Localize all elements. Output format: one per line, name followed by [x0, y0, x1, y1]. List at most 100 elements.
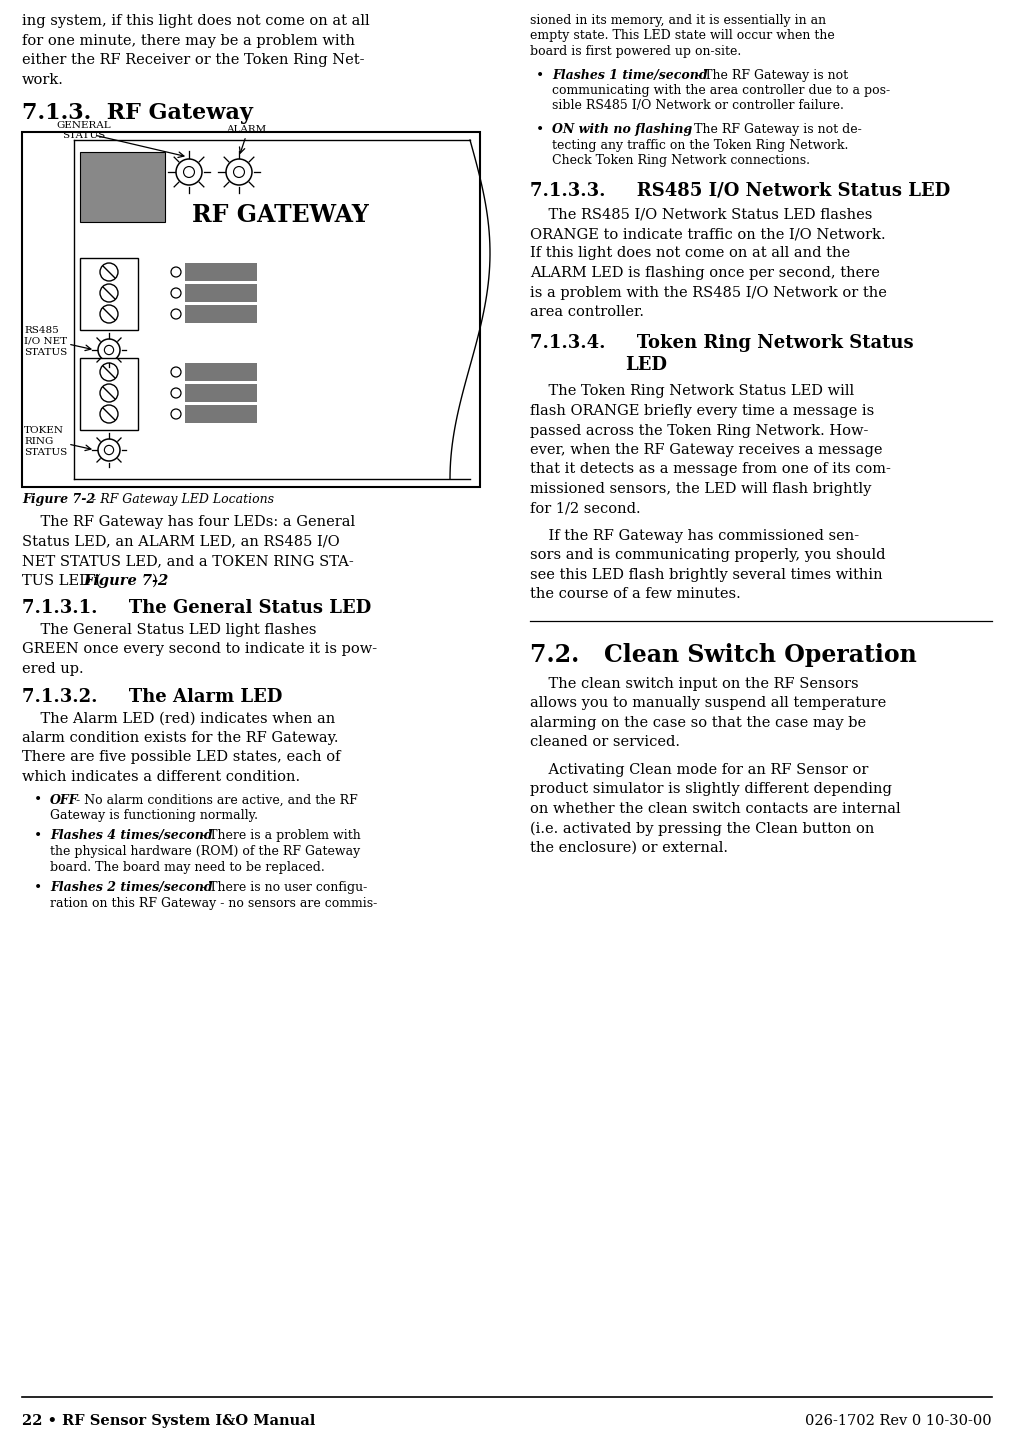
Text: If this light does not come on at all and the: If this light does not come on at all an… — [530, 247, 850, 261]
Text: passed across the Token Ring Network. How-: passed across the Token Ring Network. Ho… — [530, 424, 868, 437]
Text: STATUS: STATUS — [24, 448, 67, 457]
Text: OFF: OFF — [50, 793, 79, 806]
Bar — [185, 262, 257, 281]
Text: •: • — [34, 829, 43, 844]
Text: is a problem with the RS485 I/O Network or the: is a problem with the RS485 I/O Network … — [530, 286, 887, 300]
Text: sors and is communicating properly, you should: sors and is communicating properly, you … — [530, 548, 885, 562]
Text: for 1/2 second.: for 1/2 second. — [530, 502, 641, 515]
Bar — [22, 133, 480, 487]
Text: RF GATEWAY: RF GATEWAY — [192, 203, 368, 226]
Text: either the RF Receiver or the Token Ring Net-: either the RF Receiver or the Token Ring… — [22, 53, 364, 66]
Bar — [185, 284, 257, 301]
Text: ).: ). — [152, 574, 162, 587]
Text: •: • — [536, 69, 545, 82]
Text: which indicates a different condition.: which indicates a different condition. — [22, 770, 300, 784]
Text: Activating Clean mode for an RF Sensor or: Activating Clean mode for an RF Sensor o… — [530, 763, 868, 777]
Text: The RF Gateway has four LEDs: a General: The RF Gateway has four LEDs: a General — [22, 515, 355, 529]
Text: Flashes 1 time/second: Flashes 1 time/second — [552, 69, 708, 82]
Text: ALARM LED is flashing once per second, there: ALARM LED is flashing once per second, t… — [530, 265, 880, 280]
Text: The Alarm LED (red) indicates when an: The Alarm LED (red) indicates when an — [22, 711, 336, 725]
Text: GREEN once every second to indicate it is pow-: GREEN once every second to indicate it i… — [22, 643, 377, 656]
Text: - RF Gateway LED Locations: - RF Gateway LED Locations — [88, 493, 274, 506]
Text: The clean switch input on the RF Sensors: The clean switch input on the RF Sensors — [530, 676, 859, 691]
Text: ered up.: ered up. — [22, 662, 83, 676]
Text: 7.1.3.1.     The General Status LED: 7.1.3.1. The General Status LED — [22, 598, 371, 617]
Text: area controller.: area controller. — [530, 306, 644, 319]
Text: RS485: RS485 — [24, 326, 59, 335]
Text: The Token Ring Network Status LED will: The Token Ring Network Status LED will — [530, 385, 854, 398]
Text: - The RF Gateway is not: - The RF Gateway is not — [692, 69, 848, 82]
Text: board. The board may need to be replaced.: board. The board may need to be replaced… — [50, 861, 324, 874]
Text: see this LED flash brightly several times within: see this LED flash brightly several time… — [530, 568, 882, 583]
Text: RING: RING — [24, 437, 54, 446]
Text: 7.1.3.4.     Token Ring Network Status: 7.1.3.4. Token Ring Network Status — [530, 335, 914, 352]
Text: The RS485 I/O Network Status LED flashes: The RS485 I/O Network Status LED flashes — [530, 208, 872, 222]
Text: cleaned or serviced.: cleaned or serviced. — [530, 735, 680, 750]
Text: •: • — [536, 123, 545, 137]
Text: the enclosure) or external.: the enclosure) or external. — [530, 841, 728, 855]
Text: allows you to manually suspend all temperature: allows you to manually suspend all tempe… — [530, 696, 886, 711]
Bar — [185, 306, 257, 323]
Text: for one minute, there may be a problem with: for one minute, there may be a problem w… — [22, 33, 355, 48]
Text: tecting any traffic on the Token Ring Network.: tecting any traffic on the Token Ring Ne… — [552, 138, 849, 151]
Text: that it detects as a message from one of its com-: that it detects as a message from one of… — [530, 463, 891, 476]
Text: Status LED, an ALARM LED, an RS485 I/O: Status LED, an ALARM LED, an RS485 I/O — [22, 535, 340, 548]
Text: Figure 7-2: Figure 7-2 — [83, 574, 168, 587]
Bar — [185, 405, 257, 423]
Text: •: • — [34, 793, 43, 808]
Text: the physical hardware (ROM) of the RF Gateway: the physical hardware (ROM) of the RF Ga… — [50, 845, 360, 858]
Text: I/O NET: I/O NET — [24, 337, 67, 346]
Text: - There is a problem with: - There is a problem with — [197, 829, 361, 842]
Text: ON with no flashing: ON with no flashing — [552, 123, 693, 136]
Text: TOKEN: TOKEN — [24, 425, 64, 435]
Text: Flashes 4 times/second: Flashes 4 times/second — [50, 829, 213, 842]
Text: ever, when the RF Gateway receives a message: ever, when the RF Gateway receives a mes… — [530, 443, 882, 457]
Text: - No alarm conditions are active, and the RF: - No alarm conditions are active, and th… — [72, 793, 358, 806]
Text: missioned sensors, the LED will flash brightly: missioned sensors, the LED will flash br… — [530, 482, 871, 496]
Text: ration on this RF Gateway - no sensors are commis-: ration on this RF Gateway - no sensors a… — [50, 897, 377, 910]
Text: - The RF Gateway is not de-: - The RF Gateway is not de- — [682, 123, 862, 136]
Bar — [185, 384, 257, 402]
Text: the course of a few minutes.: the course of a few minutes. — [530, 587, 741, 601]
Text: flash ORANGE briefly every time a message is: flash ORANGE briefly every time a messag… — [530, 404, 874, 418]
Text: product simulator is slightly different depending: product simulator is slightly different … — [530, 783, 892, 796]
Text: 7.2.   Clean Switch Operation: 7.2. Clean Switch Operation — [530, 643, 917, 668]
Bar — [80, 358, 138, 430]
Text: 7.1.3.2.     The Alarm LED: 7.1.3.2. The Alarm LED — [22, 688, 282, 705]
Text: communicating with the area controller due to a pos-: communicating with the area controller d… — [552, 84, 890, 97]
Text: LED: LED — [625, 356, 667, 375]
Text: STATUS: STATUS — [63, 131, 105, 140]
Text: ORANGE to indicate traffic on the I/O Network.: ORANGE to indicate traffic on the I/O Ne… — [530, 226, 885, 241]
Text: 7.1.3.  RF Gateway: 7.1.3. RF Gateway — [22, 102, 252, 124]
Text: If the RF Gateway has commissioned sen-: If the RF Gateway has commissioned sen- — [530, 529, 859, 544]
Text: sioned in its memory, and it is essentially in an: sioned in its memory, and it is essentia… — [530, 14, 826, 27]
Bar — [185, 363, 257, 381]
Text: (i.e. activated by pressing the Clean button on: (i.e. activated by pressing the Clean bu… — [530, 822, 874, 836]
Text: Figure 7-2: Figure 7-2 — [22, 493, 95, 506]
Text: ALARM: ALARM — [226, 125, 266, 134]
Text: NET STATUS LED, and a TOKEN RING STA-: NET STATUS LED, and a TOKEN RING STA- — [22, 554, 354, 568]
Text: TUS LED (: TUS LED ( — [22, 574, 101, 587]
Text: on whether the clean switch contacts are internal: on whether the clean switch contacts are… — [530, 802, 900, 816]
Text: ing system, if this light does not come on at all: ing system, if this light does not come … — [22, 14, 370, 27]
Text: 22 • RF Sensor System I&O Manual: 22 • RF Sensor System I&O Manual — [22, 1415, 315, 1428]
Text: Check Token Ring Network connections.: Check Token Ring Network connections. — [552, 154, 810, 167]
Text: 026-1702 Rev 0 10-30-00: 026-1702 Rev 0 10-30-00 — [805, 1415, 992, 1428]
Text: alarming on the case so that the case may be: alarming on the case so that the case ma… — [530, 717, 866, 730]
Text: GENERAL: GENERAL — [57, 121, 112, 130]
Bar — [80, 258, 138, 330]
Text: STATUS: STATUS — [24, 348, 67, 358]
Text: sible RS485 I/O Network or controller failure.: sible RS485 I/O Network or controller fa… — [552, 99, 844, 112]
Text: Gateway is functioning normally.: Gateway is functioning normally. — [50, 809, 258, 822]
Text: board is first powered up on-site.: board is first powered up on-site. — [530, 45, 741, 58]
Text: There are five possible LED states, each of: There are five possible LED states, each… — [22, 750, 341, 764]
Text: •: • — [34, 881, 43, 895]
Bar — [80, 151, 165, 222]
Text: empty state. This LED state will occur when the: empty state. This LED state will occur w… — [530, 29, 835, 42]
Text: work.: work. — [22, 72, 64, 87]
Text: 7.1.3.3.     RS485 I/O Network Status LED: 7.1.3.3. RS485 I/O Network Status LED — [530, 182, 950, 199]
Text: Flashes 2 times/second: Flashes 2 times/second — [50, 881, 213, 894]
Text: The General Status LED light flashes: The General Status LED light flashes — [22, 623, 316, 637]
Text: - There is no user configu-: - There is no user configu- — [197, 881, 367, 894]
Text: alarm condition exists for the RF Gateway.: alarm condition exists for the RF Gatewa… — [22, 731, 339, 746]
